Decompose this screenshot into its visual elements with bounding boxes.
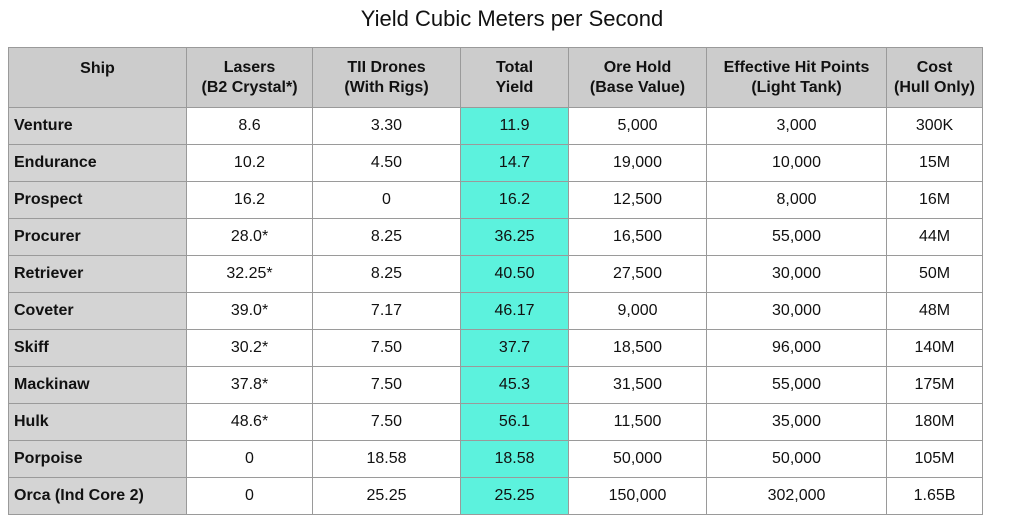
cell-ehp: 302,000 — [706, 477, 887, 515]
table-row: Coveter 39.0* 7.17 46.17 9,000 30,000 48M — [8, 292, 983, 330]
cell-ore-hold: 150,000 — [568, 477, 707, 515]
cell-lasers: 37.8* — [186, 366, 313, 404]
cell-ore-hold: 19,000 — [568, 144, 707, 182]
cell-total-yield: 36.25 — [460, 218, 569, 256]
cell-cost: 300K — [886, 107, 983, 145]
cell-cost: 105M — [886, 440, 983, 478]
header-drones: TII Drones (With Rigs) — [312, 47, 461, 108]
cell-ore-hold: 5,000 — [568, 107, 707, 145]
cell-total-yield: 40.50 — [460, 255, 569, 293]
header-cost: Cost (Hull Only) — [886, 47, 983, 108]
cell-ship: Retriever — [8, 255, 187, 293]
header-total-yield: Total Yield — [460, 47, 569, 108]
cell-total-yield: 16.2 — [460, 181, 569, 219]
cell-cost: 16M — [886, 181, 983, 219]
cell-ehp: 3,000 — [706, 107, 887, 145]
table-row: Prospect 16.2 0 16.2 12,500 8,000 16M — [8, 181, 983, 219]
cell-lasers: 0 — [186, 477, 313, 515]
cell-cost: 175M — [886, 366, 983, 404]
cell-ehp: 30,000 — [706, 292, 887, 330]
cell-lasers: 39.0* — [186, 292, 313, 330]
cell-lasers: 10.2 — [186, 144, 313, 182]
cell-ore-hold: 18,500 — [568, 329, 707, 367]
cell-cost: 1.65B — [886, 477, 983, 515]
header-row: Ship Lasers (B2 Crystal*) TII Drones (Wi… — [8, 47, 983, 108]
cell-drones: 4.50 — [312, 144, 461, 182]
cell-ship: Endurance — [8, 144, 187, 182]
cell-ship: Porpoise — [8, 440, 187, 478]
cell-cost: 140M — [886, 329, 983, 367]
table-row: Skiff 30.2* 7.50 37.7 18,500 96,000 140M — [8, 329, 983, 367]
yield-table: Ship Lasers (B2 Crystal*) TII Drones (Wi… — [8, 47, 983, 515]
table-row: Orca (Ind Core 2) 0 25.25 25.25 150,000 302,0… — [8, 477, 983, 515]
header-lasers: Lasers (B2 Crystal*) — [186, 47, 313, 108]
cell-ehp: 10,000 — [706, 144, 887, 182]
cell-drones: 7.50 — [312, 329, 461, 367]
cell-ore-hold: 16,500 — [568, 218, 707, 256]
table-row: Hulk 48.6* 7.50 56.1 11,500 35,000 180M — [8, 403, 983, 441]
cell-lasers: 32.25* — [186, 255, 313, 293]
cell-ore-hold: 12,500 — [568, 181, 707, 219]
cell-total-yield: 37.7 — [460, 329, 569, 367]
cell-ship: Coveter — [8, 292, 187, 330]
table-row: Endurance 10.2 4.50 14.7 19,000 10,000 15M — [8, 144, 983, 182]
cell-lasers: 28.0* — [186, 218, 313, 256]
cell-ship: Orca (Ind Core 2) — [8, 477, 187, 515]
cell-drones: 25.25 — [312, 477, 461, 515]
cell-drones: 7.50 — [312, 403, 461, 441]
cell-cost: 48M — [886, 292, 983, 330]
cell-drones: 18.58 — [312, 440, 461, 478]
cell-drones: 8.25 — [312, 255, 461, 293]
cell-drones: 0 — [312, 181, 461, 219]
cell-ore-hold: 9,000 — [568, 292, 707, 330]
cell-lasers: 48.6* — [186, 403, 313, 441]
table-row: Retriever 32.25* 8.25 40.50 27,500 30,000 50M — [8, 255, 983, 293]
cell-ehp: 50,000 — [706, 440, 887, 478]
cell-ore-hold: 11,500 — [568, 403, 707, 441]
cell-drones: 7.17 — [312, 292, 461, 330]
header-ship: Ship — [8, 47, 187, 108]
cell-ehp: 8,000 — [706, 181, 887, 219]
cell-ore-hold: 27,500 — [568, 255, 707, 293]
cell-ehp: 55,000 — [706, 366, 887, 404]
cell-ehp: 30,000 — [706, 255, 887, 293]
table-row: Venture 8.6 3.30 11.9 5,000 3,000 300K — [8, 107, 983, 145]
cell-total-yield: 11.9 — [460, 107, 569, 145]
table-title: Yield Cubic Meters per Second — [360, 6, 664, 31]
cell-total-yield: 18.58 — [460, 440, 569, 478]
cell-lasers: 30.2* — [186, 329, 313, 367]
cell-ship: Skiff — [8, 329, 187, 367]
cell-total-yield: 46.17 — [460, 292, 569, 330]
cell-ore-hold: 31,500 — [568, 366, 707, 404]
header-ehp: Effective Hit Points (Light Tank) — [706, 47, 887, 108]
cell-ship: Procurer — [8, 218, 187, 256]
cell-ship: Prospect — [8, 181, 187, 219]
cell-ehp: 55,000 — [706, 218, 887, 256]
cell-lasers: 0 — [186, 440, 313, 478]
header-ore-hold: Ore Hold (Base Value) — [568, 47, 707, 108]
cell-total-yield: 56.1 — [460, 403, 569, 441]
cell-total-yield: 14.7 — [460, 144, 569, 182]
cell-lasers: 8.6 — [186, 107, 313, 145]
table-body: Venture 8.6 3.30 11.9 5,000 3,000 300K Enduranc… — [8, 107, 983, 515]
cell-ehp: 96,000 — [706, 329, 887, 367]
cell-cost: 44M — [886, 218, 983, 256]
table-row: Mackinaw 37.8* 7.50 45.3 31,500 55,000 175M — [8, 366, 983, 404]
cell-ship: Venture — [8, 107, 187, 145]
cell-total-yield: 45.3 — [460, 366, 569, 404]
cell-cost: 180M — [886, 403, 983, 441]
cell-ship: Hulk — [8, 403, 187, 441]
cell-ehp: 35,000 — [706, 403, 887, 441]
cell-lasers: 16.2 — [186, 181, 313, 219]
table-row: Procurer 28.0* 8.25 36.25 16,500 55,000 44M — [8, 218, 983, 256]
cell-cost: 15M — [886, 144, 983, 182]
cell-drones: 7.50 — [312, 366, 461, 404]
cell-ship: Mackinaw — [8, 366, 187, 404]
cell-drones: 3.30 — [312, 107, 461, 145]
cell-ore-hold: 50,000 — [568, 440, 707, 478]
cell-drones: 8.25 — [312, 218, 461, 256]
cell-cost: 50M — [886, 255, 983, 293]
cell-total-yield: 25.25 — [460, 477, 569, 515]
table-row: Porpoise 0 18.58 18.58 50,000 50,000 105M — [8, 440, 983, 478]
